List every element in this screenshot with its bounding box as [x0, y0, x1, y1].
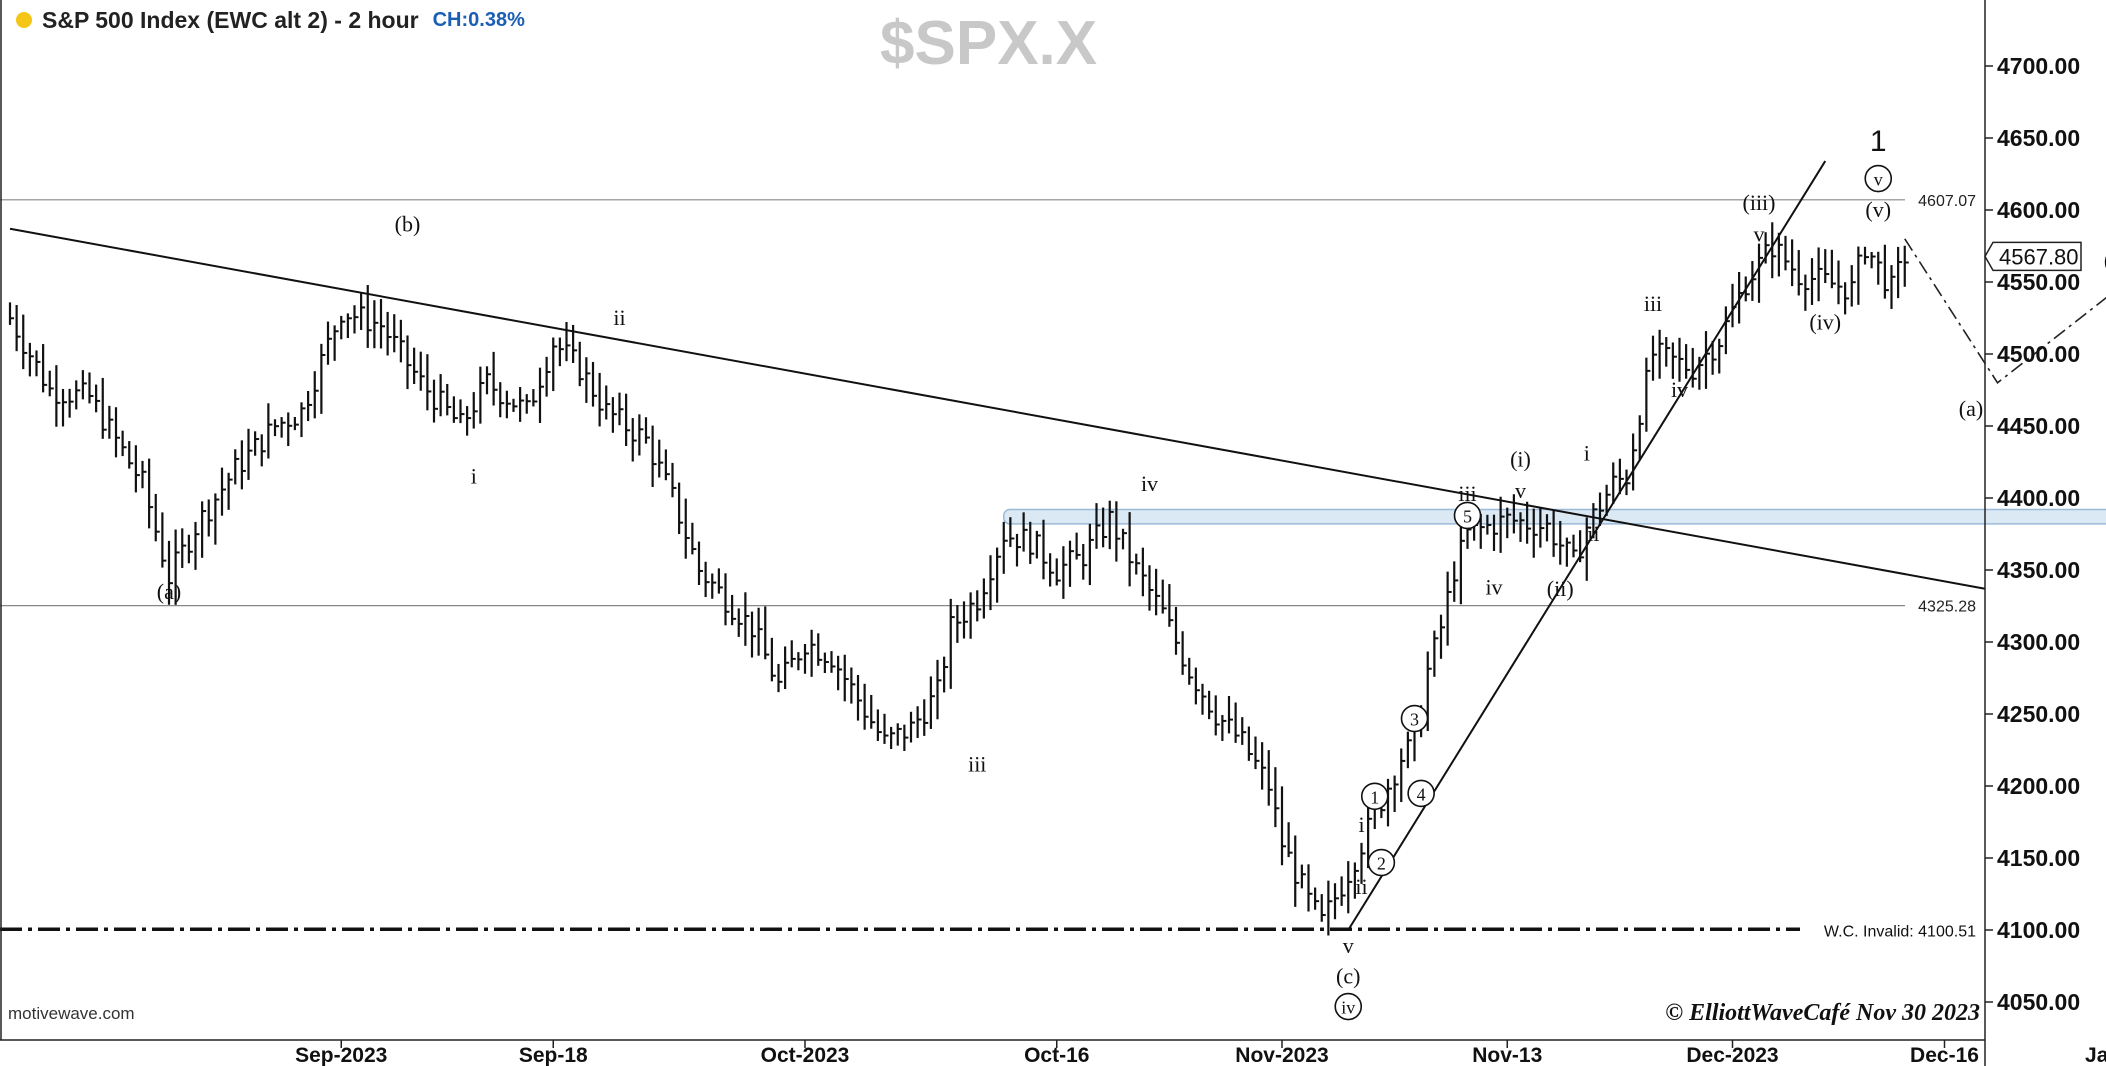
price-bars [8, 222, 1909, 936]
x-tick-label: Oct-16 [1024, 1044, 1089, 1066]
y-tick-label: 4350.00 [1997, 557, 2080, 583]
last-price-label: 4567.80 [1999, 244, 2079, 269]
wave-label: 2 [1377, 854, 1386, 874]
wave-label: ii [1355, 874, 1367, 899]
y-tick-label: 4100.00 [1997, 917, 2080, 943]
y-tick-label: 4600.00 [1997, 197, 2080, 223]
projection-path [1904, 238, 2106, 384]
y-tick-label: 4550.00 [1997, 269, 2080, 295]
symbol-watermark: $SPX.X [880, 9, 1098, 78]
y-tick-label: 4200.00 [1997, 773, 2080, 799]
y-tick-label: 4500.00 [1997, 341, 2080, 367]
wave-label-circle [1453, 501, 1482, 530]
wave-label: (b) [2104, 248, 2106, 273]
x-tick-label: Nov-13 [1472, 1044, 1542, 1066]
wave-label-circle [1864, 164, 1893, 193]
projection-line [1904, 238, 2106, 384]
x-tick-label: Sep-2023 [295, 1044, 387, 1066]
wave-label: (v) [1865, 197, 1891, 222]
wave-label: iii [968, 752, 986, 777]
wave-label: (iii) [1743, 190, 1776, 215]
wave-label: v [1343, 933, 1354, 958]
wave-label: (iv) [1809, 310, 1841, 335]
wave-label: ii [1587, 521, 1599, 546]
wave-label: (a) [157, 579, 181, 604]
x-tick-label: Nov-2023 [1235, 1044, 1328, 1066]
status-dot-icon [16, 12, 32, 28]
change-readout: CH:0.38% [432, 8, 525, 31]
level-label: W.C. Invalid: 4100.51 [1824, 923, 1976, 940]
wave-label: 4 [1417, 784, 1426, 804]
level-label: 4607.07 [1918, 193, 1976, 210]
wave-labels: (a)(b)iiiiiiivv(c)iviii1234iii5ivv(i)(ii… [157, 125, 2106, 1021]
chart-header: S&P 500 Index (EWC alt 2) - 2 hour CH:0.… [0, 0, 525, 40]
wave-label: iii [1644, 291, 1662, 316]
wave-label: iv [1141, 471, 1158, 496]
wave-label: iii [1458, 481, 1476, 506]
x-tick-label: Sep-18 [519, 1044, 588, 1066]
wave-label: (b) [395, 212, 421, 237]
wave-label-circle [1334, 992, 1363, 1021]
level-label: 4325.28 [1918, 599, 1976, 616]
zone-band [1003, 508, 2106, 525]
wave-label: (i) [1510, 446, 1531, 471]
last-price-tag [1984, 241, 2082, 272]
wave-label: 3 [1410, 710, 1419, 730]
wave-label: v [1874, 170, 1883, 190]
wave-label: i [1584, 441, 1590, 466]
wave-label: (c) [1336, 963, 1360, 988]
y-tick-label: 4250.00 [1997, 701, 2080, 727]
chart-title: S&P 500 Index (EWC alt 2) - 2 hour [42, 6, 419, 33]
wave-label: iv [1671, 377, 1688, 402]
y-tick-label: 4700.00 [1997, 53, 2080, 79]
y-tick-label: 4650.00 [1997, 125, 2080, 151]
horizontal-levels: 4607.07 4325.28 W.C. Invalid: 4100.51 [0, 193, 1976, 940]
y-tick-label: 4300.00 [1997, 629, 2080, 655]
x-tick-label: Jan-2024 [2085, 1044, 2106, 1066]
x-tick-label: Dec-2023 [1686, 1044, 1778, 1066]
wave-label: 1 [1370, 787, 1379, 807]
wave-label: (a) [1959, 396, 1983, 421]
source-label: motivewave.com [8, 1004, 135, 1023]
wave-label: i [1358, 812, 1364, 837]
y-tick-label: 4450.00 [1997, 413, 2080, 439]
wave-label: iv [1485, 574, 1502, 599]
trendline-descending [9, 227, 1986, 590]
wave-label-circle [1407, 779, 1435, 808]
x-tick-label: Dec-16 [1910, 1044, 1979, 1066]
wave-label: v [1515, 478, 1526, 503]
wave-label-circle [1360, 782, 1389, 811]
wave-label: v [1754, 222, 1765, 247]
x-tick-label: Oct-2023 [761, 1044, 850, 1066]
wave-label-circle [1400, 704, 1429, 733]
wave-label: 5 [1463, 506, 1472, 526]
wave-label: ii [613, 305, 625, 330]
wave-label: iv [1341, 998, 1355, 1018]
y-tick-label: 4150.00 [1997, 845, 2080, 871]
copyright-label: © ElliottWaveCafé Nov 30 2023 [1665, 1000, 1980, 1026]
wave-label-circle [1367, 848, 1396, 877]
wave-label: (ii) [1547, 576, 1574, 601]
support-zone [1003, 508, 2106, 525]
trendlines [9, 160, 1986, 931]
y-tick-label: 4050.00 [1997, 989, 2080, 1015]
wave-label: 1 [1870, 125, 1887, 158]
y-tick-label: 4400.00 [1997, 485, 2080, 511]
wave-label: i [471, 464, 477, 489]
